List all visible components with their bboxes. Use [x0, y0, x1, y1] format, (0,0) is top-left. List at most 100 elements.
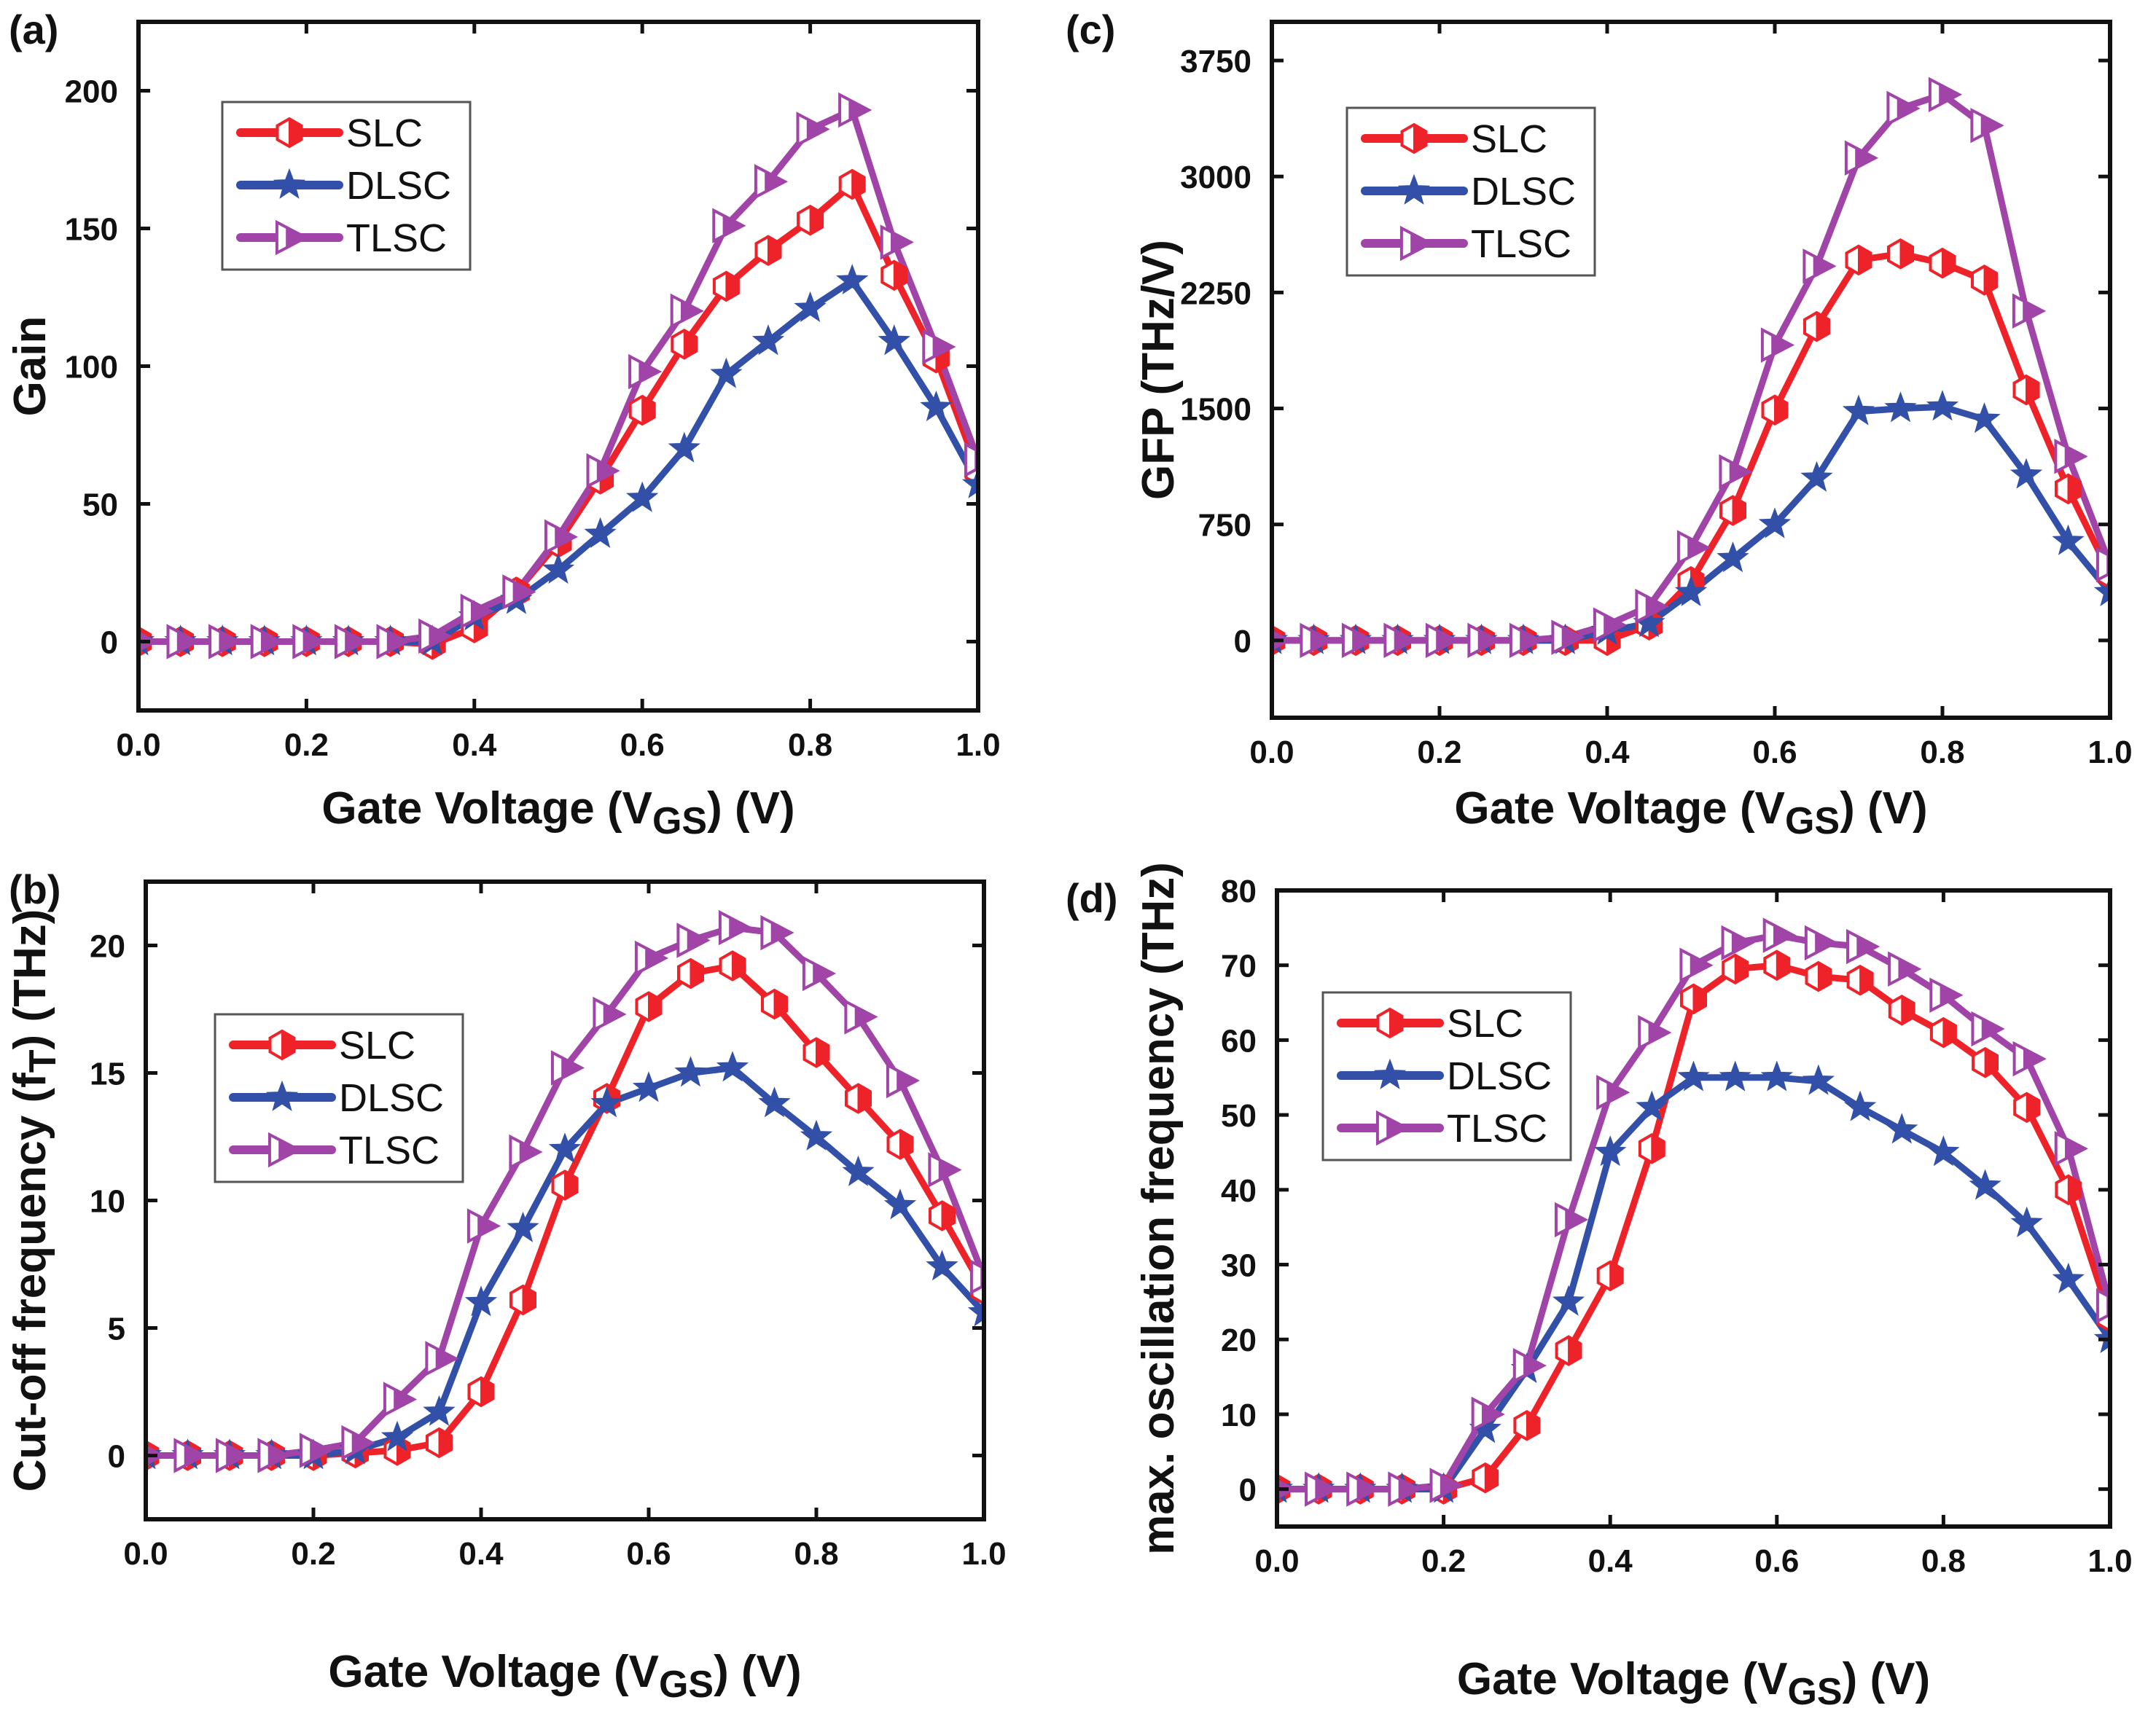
y-tick-label: 70 — [1221, 949, 1257, 984]
triangle-marker-fill — [184, 1443, 206, 1468]
legend-marker — [268, 1029, 296, 1061]
data-point-tlsc — [215, 1438, 250, 1473]
data-point-tlsc — [1762, 917, 1797, 953]
data-point-tlsc — [1721, 925, 1755, 961]
hexagon-marker-fill — [2067, 474, 2081, 504]
data-point-dlsc — [836, 264, 869, 295]
data-point-slc — [1513, 1409, 1541, 1441]
data-point-slc — [2013, 1092, 2041, 1124]
legend-marker — [1373, 1058, 1407, 1089]
hexagon-marker-fill — [1816, 311, 1829, 342]
hexagon-marker-fill — [690, 958, 703, 989]
triangle-marker-fill — [386, 630, 409, 654]
hexagon-marker-fill — [1734, 954, 1749, 984]
data-point-tlsc — [1300, 622, 1334, 659]
data-point-dlsc — [626, 481, 659, 512]
star-marker — [1886, 1113, 1918, 1144]
data-point-dlsc — [1842, 394, 1875, 426]
legend-marker — [276, 117, 303, 149]
hexagon-marker-fill — [438, 1427, 452, 1458]
data-point-tlsc — [2012, 293, 2047, 329]
star-marker — [1397, 173, 1431, 205]
axes-frame — [1270, 20, 2112, 720]
star-marker — [507, 1211, 539, 1242]
data-point-tlsc — [1512, 1347, 1547, 1384]
star-marker — [273, 168, 306, 199]
data-point-tlsc — [593, 996, 627, 1033]
series-markers-tlsc — [146, 909, 984, 1473]
data-point-tlsc — [1383, 622, 1418, 659]
legend-marker — [1397, 173, 1431, 205]
data-point-tlsc — [1467, 622, 1501, 659]
legend-item-tlsc: TLSC — [229, 1129, 440, 1172]
data-point-tlsc — [1929, 977, 1964, 1013]
data-point-slc — [551, 1170, 579, 1201]
legend-label: SLC — [1447, 1002, 1523, 1046]
triangle-marker-fill — [286, 226, 308, 249]
data-point-dlsc — [794, 291, 827, 322]
star-marker — [380, 1420, 414, 1451]
data-point-tlsc — [1593, 607, 1628, 643]
data-point-tlsc — [1676, 530, 1711, 565]
data-point-dlsc — [1719, 1060, 1751, 1092]
triangle-marker-fill — [226, 1443, 248, 1468]
triangle-marker-fill — [1981, 1017, 2004, 1041]
hexagon-marker-fill — [1732, 495, 1746, 526]
y-axis-title: max. oscillation frequency (THz) — [1133, 862, 1184, 1555]
x-axis-title: Gate Voltage (VGS) (V) — [321, 783, 794, 842]
triangle-marker-fill — [1648, 1021, 1671, 1044]
y-tick-label: 0 — [108, 1439, 125, 1475]
x-tick-label: 0.4 — [452, 727, 497, 763]
star-marker — [751, 324, 785, 356]
data-point-tlsc — [1551, 619, 1585, 655]
triangle-marker-fill — [1606, 1081, 1629, 1104]
hexagon-marker-fill — [1609, 1261, 1623, 1291]
data-point-slc — [1763, 949, 1791, 982]
legend-marker — [1375, 1110, 1410, 1146]
y-tick-label: 40 — [1221, 1173, 1257, 1209]
triangle-marker-fill — [645, 947, 667, 970]
y-tick-label: 3750 — [1180, 44, 1251, 79]
data-point-dlsc — [1843, 1090, 1877, 1121]
hexagon-marker-fill — [1774, 394, 1788, 426]
data-point-dlsc — [1674, 575, 1708, 606]
hexagon-marker-fill — [2026, 375, 2039, 405]
x-tick-label: 0.6 — [1754, 1543, 1799, 1579]
data-point-tlsc — [1346, 1471, 1380, 1507]
data-point-tlsc — [1928, 77, 1963, 112]
star-marker — [716, 1051, 749, 1082]
data-point-tlsc — [796, 111, 830, 147]
star-marker — [2093, 575, 2110, 606]
data-point-tlsc — [425, 1341, 459, 1376]
star-marker — [920, 390, 953, 422]
y-tick-label: 20 — [1221, 1323, 1257, 1358]
data-point-tlsc — [1509, 622, 1544, 659]
data-point-slc — [677, 957, 704, 990]
data-point-tlsc — [299, 1433, 334, 1468]
data-point-slc — [1929, 247, 1956, 279]
star-marker — [842, 1155, 875, 1186]
data-point-tlsc — [292, 624, 327, 659]
data-point-slc — [845, 1083, 872, 1114]
y-tick-label: 50 — [82, 487, 118, 523]
triangle-marker-fill — [1356, 1478, 1379, 1501]
triangle-marker-fill — [687, 928, 709, 952]
hexagon-marker-fill — [1984, 1047, 1998, 1078]
data-point-tlsc — [1804, 925, 1839, 961]
triangle-marker-fill — [435, 1347, 458, 1371]
chart-panel-b: (b) 0.0 0.2 0.4 0.6 0.8 1.0 0 5 10 15 20 Gate Voltag… — [5, 866, 1007, 1706]
data-point-slc — [2012, 374, 2040, 406]
data-point-tlsc — [2054, 439, 2088, 474]
star-marker — [1969, 1169, 2001, 1200]
triangle-marker-fill — [1410, 232, 1432, 255]
data-point-tlsc — [838, 92, 872, 128]
plot-area — [138, 92, 978, 660]
legend-marker — [1400, 122, 1428, 154]
y-tick-label: 0 — [101, 625, 118, 661]
y-tick-label: 0 — [1239, 1473, 1257, 1508]
star-marker — [2052, 1262, 2085, 1293]
data-point-dlsc — [878, 324, 910, 356]
triangle-marker-fill — [351, 1431, 374, 1454]
data-point-tlsc — [880, 224, 914, 260]
data-point-slc — [1888, 994, 1915, 1026]
